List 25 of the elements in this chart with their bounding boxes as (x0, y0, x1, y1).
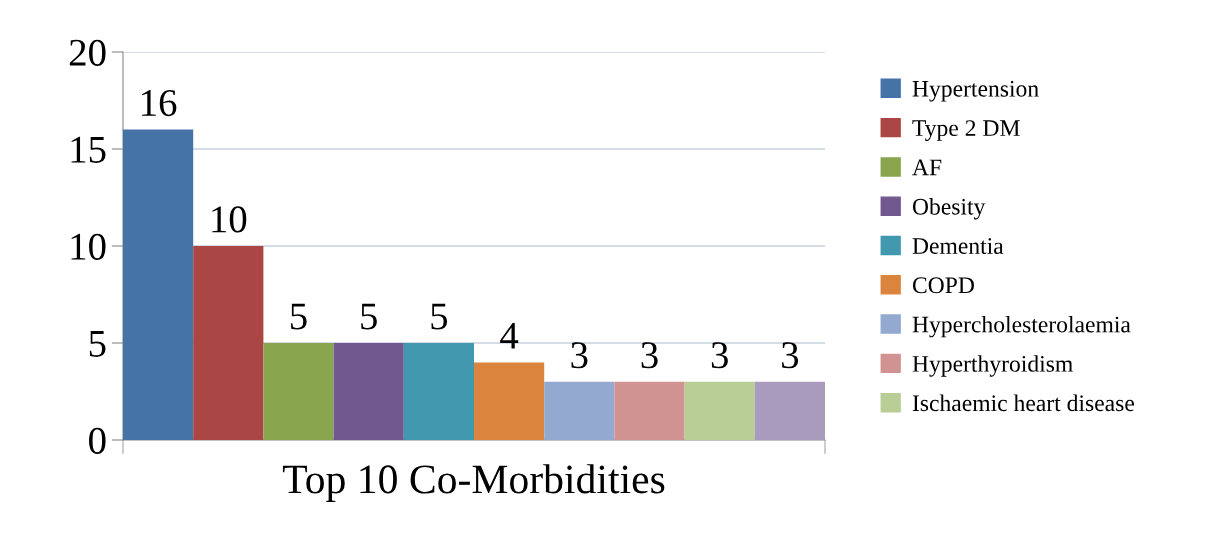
data-label: 5 (431, 303, 448, 330)
y-tick-label: 15 (71, 136, 106, 163)
y-tick-label: 0 (89, 427, 106, 454)
legend-label: AF (912, 159, 942, 176)
y-tick-label: 5 (89, 331, 106, 357)
data-label: 10 (212, 206, 247, 233)
y-tick-label: 10 (71, 233, 106, 260)
legend-label: Hypertension (912, 80, 1039, 102)
y-tick-label: 20 (69, 39, 106, 66)
data-label: 3 (641, 342, 658, 369)
legend-label: COPD (912, 277, 974, 294)
legend-label: Hypercholesterolaemia (912, 315, 1131, 338)
data-label: 4 (500, 322, 519, 349)
x-axis-title: Top 10 Co-Morbidities (282, 464, 665, 502)
legend-label: Dementia (912, 238, 1004, 254)
legend-label: Obesity (912, 198, 986, 220)
data-label: 5 (291, 303, 307, 330)
legend-label: Type 2 DM (912, 120, 1020, 141)
data-label: 5 (361, 303, 377, 330)
legend-label: Hyperthyroidism (912, 355, 1073, 377)
legend-label: Ischaemic heart disease (912, 394, 1134, 412)
data-label: 3 (711, 342, 728, 369)
data-label: 16 (142, 90, 177, 117)
data-label: 3 (571, 342, 588, 369)
data-label: 3 (782, 342, 799, 369)
